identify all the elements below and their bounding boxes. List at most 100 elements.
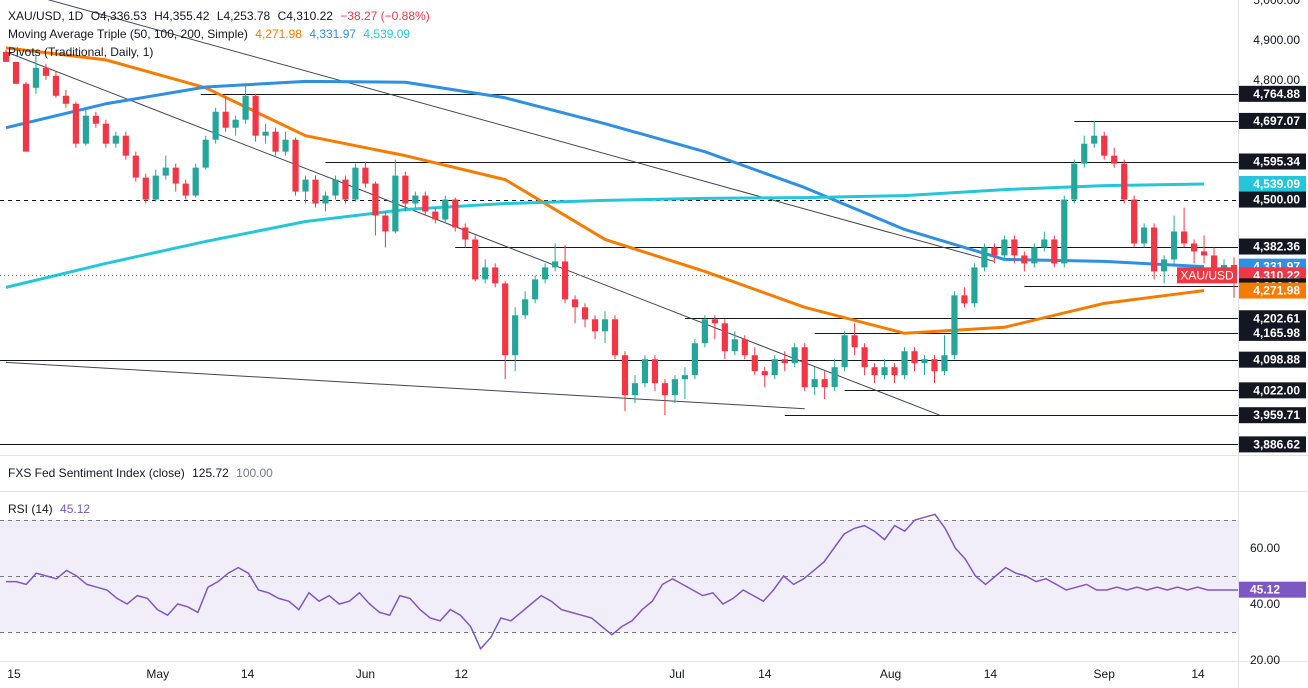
candle-body[interactable] xyxy=(781,359,788,364)
candle-body[interactable] xyxy=(242,95,249,120)
candle-body[interactable] xyxy=(22,83,30,152)
candle-body[interactable] xyxy=(1190,243,1198,252)
candle-body[interactable] xyxy=(731,339,738,352)
candle-body[interactable] xyxy=(292,139,299,192)
candle-body[interactable] xyxy=(1011,239,1018,256)
candle-body[interactable] xyxy=(681,375,688,380)
candle-body[interactable] xyxy=(1200,251,1208,256)
candle-body[interactable] xyxy=(402,175,409,204)
candle-body[interactable] xyxy=(871,367,878,376)
candle-body[interactable] xyxy=(512,315,519,356)
candle-body[interactable] xyxy=(192,167,199,196)
candle-body[interactable] xyxy=(811,379,818,388)
candle-body[interactable] xyxy=(831,367,838,388)
candle-body[interactable] xyxy=(571,299,579,308)
candle-body[interactable] xyxy=(711,319,718,324)
candle-body[interactable] xyxy=(222,111,229,128)
candle-body[interactable] xyxy=(671,379,679,396)
candle-body[interactable] xyxy=(272,131,279,152)
candle-body[interactable] xyxy=(611,319,619,356)
candle-body[interactable] xyxy=(951,295,958,356)
candle-body[interactable] xyxy=(561,261,569,300)
candle-body[interactable] xyxy=(891,367,898,376)
candle-body[interactable] xyxy=(1031,247,1038,264)
candle-body[interactable] xyxy=(1051,239,1058,264)
candle-body[interactable] xyxy=(861,347,868,368)
candle-body[interactable] xyxy=(601,319,609,332)
candle-body[interactable] xyxy=(881,367,888,376)
candle-body[interactable] xyxy=(82,115,89,144)
candle-body[interactable] xyxy=(522,299,529,316)
candle-body[interactable] xyxy=(691,343,698,376)
candle-body[interactable] xyxy=(721,323,728,352)
candle-body[interactable] xyxy=(442,199,449,220)
candle-body[interactable] xyxy=(252,95,259,136)
candle-body[interactable] xyxy=(651,359,659,384)
candle-body[interactable] xyxy=(2,51,10,62)
candle-body[interactable] xyxy=(232,119,239,128)
candle-body[interactable] xyxy=(801,347,808,388)
candle-body[interactable] xyxy=(372,183,379,216)
candle-body[interactable] xyxy=(921,359,928,364)
candle-body[interactable] xyxy=(901,351,908,376)
candle-body[interactable] xyxy=(1021,255,1028,264)
candle-body[interactable] xyxy=(791,347,798,364)
ma-title[interactable]: Moving Average Triple (50, 100, 200, Sim… xyxy=(8,27,248,41)
candle-body[interactable] xyxy=(52,75,60,96)
candle-body[interactable] xyxy=(432,211,439,220)
candle-body[interactable] xyxy=(422,195,429,212)
candle-body[interactable] xyxy=(332,179,339,196)
candle-body[interactable] xyxy=(1171,231,1178,260)
candle-body[interactable] xyxy=(591,319,599,332)
candle-body[interactable] xyxy=(532,279,539,300)
candle-body[interactable] xyxy=(1161,259,1168,272)
candle-body[interactable] xyxy=(122,135,129,156)
candle-body[interactable] xyxy=(182,183,189,196)
candle-body[interactable] xyxy=(1151,227,1158,272)
candle-body[interactable] xyxy=(162,167,169,176)
candle-body[interactable] xyxy=(761,371,768,376)
candle-body[interactable] xyxy=(102,123,109,144)
candle-body[interactable] xyxy=(142,177,149,200)
candle-body[interactable] xyxy=(1101,135,1108,156)
candle-body[interactable] xyxy=(212,111,219,140)
symbol-title[interactable]: XAU/USD, 1D xyxy=(8,9,84,23)
candle-body[interactable] xyxy=(472,239,479,280)
candle-body[interactable] xyxy=(631,383,639,396)
candle-body[interactable] xyxy=(1041,239,1048,248)
candle-body[interactable] xyxy=(132,155,139,178)
candle-body[interactable] xyxy=(382,215,389,232)
candle-body[interactable] xyxy=(971,267,978,304)
candle-body[interactable] xyxy=(42,67,50,76)
candle-body[interactable] xyxy=(262,131,269,136)
candle-body[interactable] xyxy=(641,359,649,384)
candle-body[interactable] xyxy=(741,339,748,356)
candle-body[interactable] xyxy=(751,355,758,372)
candle-body[interactable] xyxy=(1061,199,1068,264)
candle-body[interactable] xyxy=(1001,239,1008,256)
candle-body[interactable] xyxy=(502,283,509,356)
candle-body[interactable] xyxy=(581,307,589,320)
candle-body[interactable] xyxy=(92,115,99,124)
candle-body[interactable] xyxy=(112,135,119,144)
candle-body[interactable] xyxy=(1141,227,1148,244)
candle-body[interactable] xyxy=(462,227,469,240)
candle-body[interactable] xyxy=(1071,163,1078,200)
candle-body[interactable] xyxy=(841,335,848,368)
candle-body[interactable] xyxy=(482,267,489,280)
rsi-title[interactable]: RSI (14) xyxy=(8,502,53,516)
candle-body[interactable] xyxy=(961,295,968,304)
candle-body[interactable] xyxy=(911,351,918,364)
candle-body[interactable] xyxy=(1091,135,1098,144)
candle-body[interactable] xyxy=(1180,231,1188,244)
candle-body[interactable] xyxy=(492,267,499,284)
candle-body[interactable] xyxy=(312,179,319,204)
fxs-title[interactable]: FXS Fed Sentiment Index (close) xyxy=(8,466,185,480)
candle-body[interactable] xyxy=(172,167,179,184)
candle-body[interactable] xyxy=(302,179,309,192)
candle-body[interactable] xyxy=(392,175,399,232)
candle-body[interactable] xyxy=(352,167,359,200)
candle-body[interactable] xyxy=(941,355,948,372)
candle-body[interactable] xyxy=(72,103,79,144)
